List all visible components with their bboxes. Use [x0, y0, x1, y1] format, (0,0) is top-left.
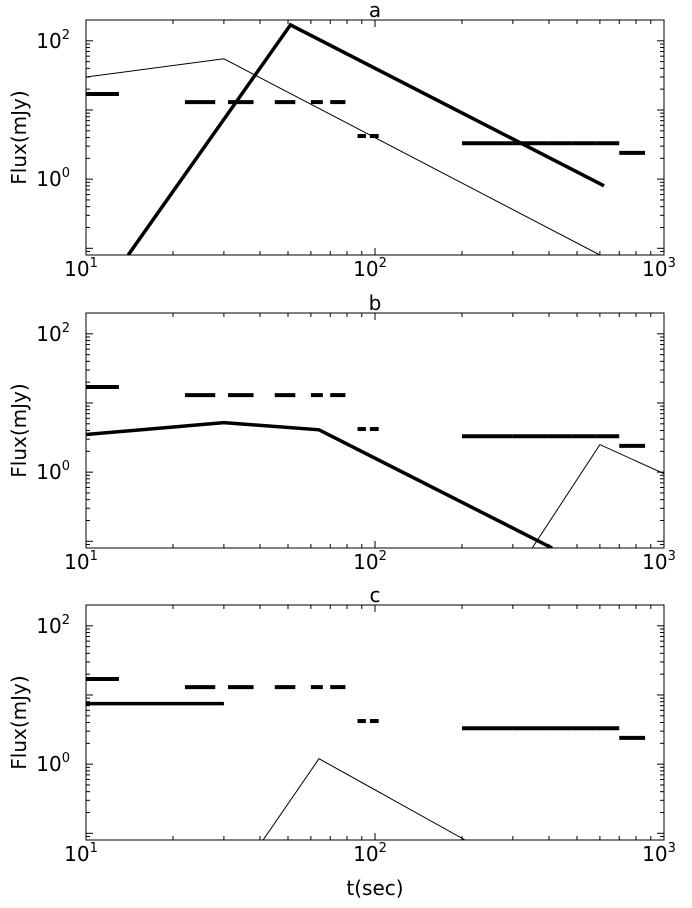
y-tick-label: 100 — [36, 751, 70, 776]
y-tick-label: 102 — [36, 321, 70, 346]
panel-title: a — [369, 0, 381, 22]
x-tick-label: 101 — [64, 841, 98, 866]
x-tick-label: 102 — [353, 256, 387, 281]
plot-area — [86, 22, 646, 255]
y-tick-label: 102 — [36, 613, 70, 638]
panel-c: 101 102 103 100 102 c Flux(mJy) t(sec) — [7, 583, 676, 900]
plot-area — [86, 385, 664, 548]
y-tick-label: 100 — [36, 166, 70, 191]
model-curve-thin — [86, 58, 601, 255]
x-axis-label: t(sec) — [346, 876, 403, 900]
model-curve-thin — [531, 443, 664, 548]
x-tick-label: 103 — [642, 841, 676, 866]
model-curve-thick — [126, 22, 605, 255]
model-curve-thick — [86, 420, 553, 548]
y-axis-label: Flux(mJy) — [7, 90, 31, 184]
x-tick-label: 103 — [642, 256, 676, 281]
y-tick-label: 100 — [36, 459, 70, 484]
x-tick-label: 102 — [353, 841, 387, 866]
x-tick-label: 102 — [353, 549, 387, 574]
panel-b: 101 102 103 100 102 b Flux(mJy) — [7, 291, 676, 574]
panel-title: b — [369, 291, 382, 315]
x-tick-label: 101 — [64, 549, 98, 574]
y-tick-label: 102 — [36, 28, 70, 53]
x-tick-label: 103 — [642, 549, 676, 574]
y-axis-label: Flux(mJy) — [7, 675, 31, 769]
model-curve-thin — [262, 758, 466, 840]
plot-area — [86, 677, 646, 840]
panel-a: 101 102 103 100 102 a Flux(mJy) — [7, 0, 676, 281]
panel-title: c — [370, 583, 381, 607]
x-tick-label: 101 — [64, 256, 98, 281]
y-axis-label: Flux(mJy) — [7, 383, 31, 477]
